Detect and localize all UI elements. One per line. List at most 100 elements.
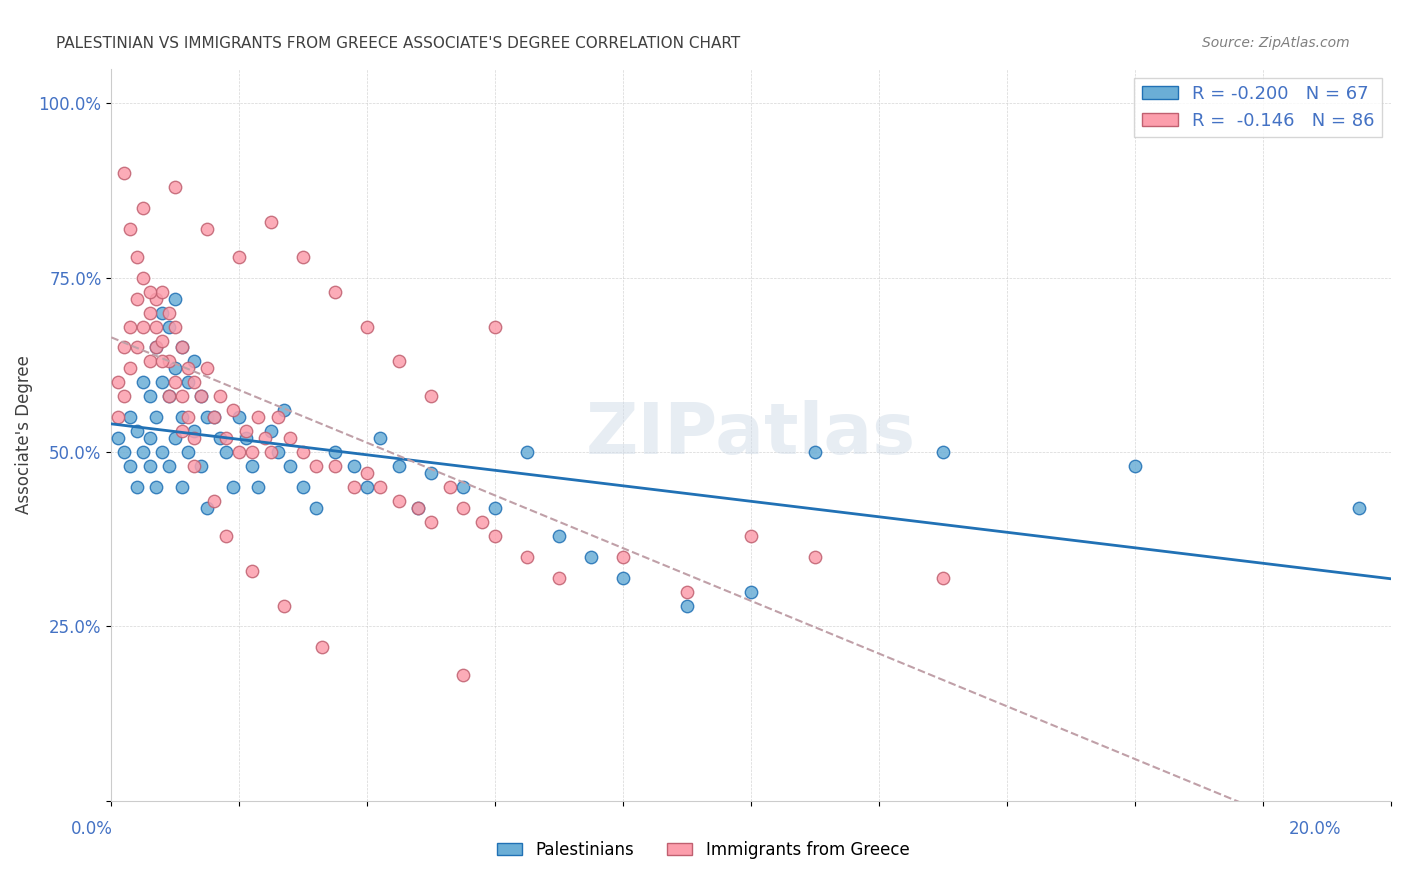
Point (292, 250, 315, 264)
Point (202, 410, 225, 425)
Point (112, 445, 135, 459)
Point (292, 480, 315, 494)
Text: ZIPatlas: ZIPatlas (586, 401, 917, 469)
Point (420, 515, 443, 529)
Point (420, 466, 443, 480)
Point (183, 431, 205, 445)
Point (280, 431, 302, 445)
Point (157, 389, 180, 403)
Point (152, 334, 174, 348)
Point (107, 410, 129, 425)
Point (273, 403, 295, 417)
Point (323, 285, 346, 299)
Point (408, 500, 430, 515)
Point (305, 500, 328, 515)
Text: Source: ZipAtlas.com: Source: ZipAtlas.com (1202, 36, 1350, 50)
Point (165, 180, 187, 194)
Point (548, 529, 571, 543)
Point (190, 389, 212, 403)
Point (165, 361, 187, 376)
Point (451, 500, 474, 515)
Point (132, 319, 155, 334)
Point (152, 376, 174, 390)
Point (138, 354, 160, 368)
Point (195, 222, 218, 236)
Point (145, 410, 167, 425)
Point (740, 584, 762, 599)
Point (165, 319, 187, 334)
Point (183, 424, 205, 438)
Point (323, 445, 346, 459)
Point (170, 341, 193, 355)
Point (120, 458, 142, 473)
Point (388, 494, 411, 508)
Point (170, 480, 193, 494)
Point (125, 424, 148, 438)
Point (266, 445, 288, 459)
Point (183, 458, 205, 473)
Point (120, 222, 142, 236)
Point (215, 529, 238, 543)
Point (112, 166, 135, 180)
Point (165, 292, 187, 306)
Point (932, 571, 955, 585)
Point (170, 410, 193, 425)
Point (112, 341, 135, 355)
Point (202, 494, 225, 508)
Point (222, 480, 245, 494)
Point (676, 584, 699, 599)
Point (388, 354, 411, 368)
Point (170, 341, 193, 355)
Point (190, 389, 212, 403)
Point (138, 458, 160, 473)
Point (356, 466, 378, 480)
Point (177, 410, 200, 425)
Point (240, 564, 263, 578)
Point (145, 319, 167, 334)
Point (260, 424, 283, 438)
Point (240, 445, 263, 459)
Point (120, 410, 142, 425)
Point (145, 341, 167, 355)
Point (157, 354, 180, 368)
Point (260, 445, 283, 459)
Point (235, 424, 257, 438)
Point (145, 292, 167, 306)
Point (235, 431, 257, 445)
Point (368, 431, 391, 445)
Point (209, 431, 232, 445)
Point (177, 445, 200, 459)
Point (132, 376, 155, 390)
Point (152, 354, 174, 368)
Point (138, 389, 160, 403)
Point (516, 549, 538, 564)
Point (222, 403, 245, 417)
Point (202, 410, 225, 425)
Point (932, 445, 955, 459)
Point (343, 458, 366, 473)
Point (195, 410, 218, 425)
Point (804, 445, 827, 459)
Point (292, 445, 315, 459)
Point (215, 431, 238, 445)
Point (120, 319, 142, 334)
Point (253, 431, 276, 445)
Point (266, 410, 288, 425)
Point (183, 354, 205, 368)
Point (177, 376, 200, 390)
Point (228, 410, 250, 425)
Point (195, 361, 218, 376)
Point (323, 458, 346, 473)
Point (152, 445, 174, 459)
Point (247, 410, 270, 425)
Text: PALESTINIAN VS IMMIGRANTS FROM GREECE ASSOCIATE'S DEGREE CORRELATION CHART: PALESTINIAN VS IMMIGRANTS FROM GREECE AS… (56, 36, 741, 51)
Point (388, 458, 411, 473)
Point (368, 480, 391, 494)
Point (170, 389, 193, 403)
Point (1123, 458, 1146, 473)
Point (125, 341, 148, 355)
Point (240, 458, 263, 473)
Point (145, 480, 167, 494)
Point (247, 480, 270, 494)
Point (138, 285, 160, 299)
